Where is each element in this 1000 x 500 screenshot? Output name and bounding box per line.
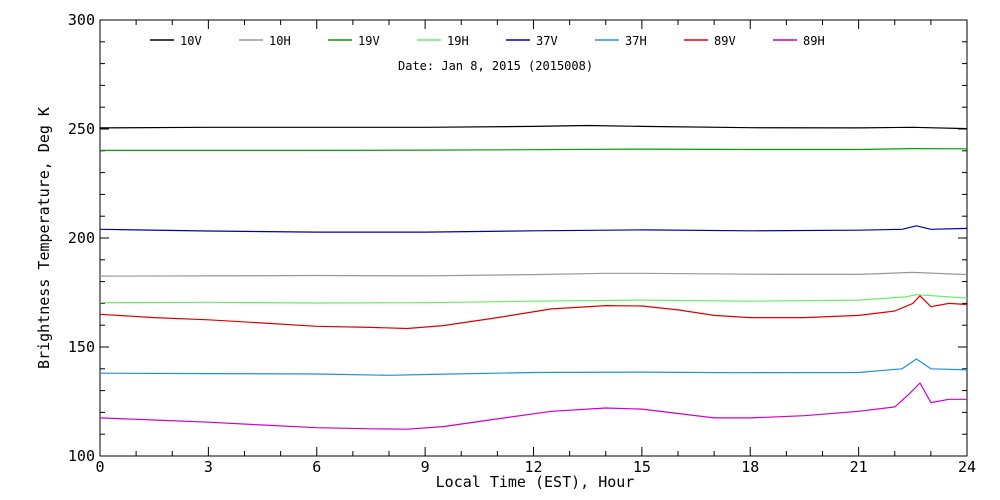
legend-label: 89H (803, 34, 825, 48)
legend-label: 19V (358, 34, 380, 48)
chart-subtitle: Date: Jan 8, 2015 (2015008) (398, 59, 593, 73)
series-line-37h (99, 358, 968, 376)
legend-label: 37V (536, 34, 558, 48)
legend-label: 37H (625, 34, 647, 48)
y-tick-label: 300 (68, 11, 95, 29)
x-axis-title: Local Time (EST), Hour (436, 473, 635, 491)
series-line-19v (100, 148, 968, 151)
legend: 10V 10H 19V 19H 37V 37H 89V 89H (150, 34, 825, 48)
x-tick-label: 15 (633, 458, 651, 476)
x-tick-label: 6 (312, 458, 321, 476)
y-tick-label: 250 (68, 120, 95, 138)
x-tick-label: 9 (421, 458, 430, 476)
y-axis-title: Brightness Temperature, Deg K (35, 107, 53, 369)
series-line-10v (99, 124, 968, 130)
x-tick-label: 12 (524, 458, 542, 476)
series-line-19h (99, 294, 968, 304)
x-tick-label: 21 (850, 458, 868, 476)
legend-label: 10V (180, 34, 202, 48)
y-tick-label: 200 (68, 229, 95, 247)
series-lines (99, 124, 968, 430)
plot-frame (99, 19, 968, 457)
x-tick-label: 3 (204, 458, 213, 476)
series-line-37v (99, 225, 968, 233)
y-tick-label: 150 (68, 338, 95, 356)
series-line-89h (99, 382, 967, 430)
x-tick-label: 24 (958, 458, 976, 476)
legend-label: 89V (714, 34, 736, 48)
x-tick-label: 18 (741, 458, 759, 476)
legend-label: 10H (269, 34, 291, 48)
y-tick-label: 100 (68, 447, 95, 465)
axis-tick-labels: 0 3 6 9 12 15 18 21 24 100 150 200 250 300 (68, 11, 976, 476)
x-tick-label: 0 (95, 458, 104, 476)
series-line-89v (99, 295, 968, 330)
legend-label: 19H (447, 34, 469, 48)
series-line-10h (99, 271, 968, 277)
axis-ticks (99, 19, 968, 457)
